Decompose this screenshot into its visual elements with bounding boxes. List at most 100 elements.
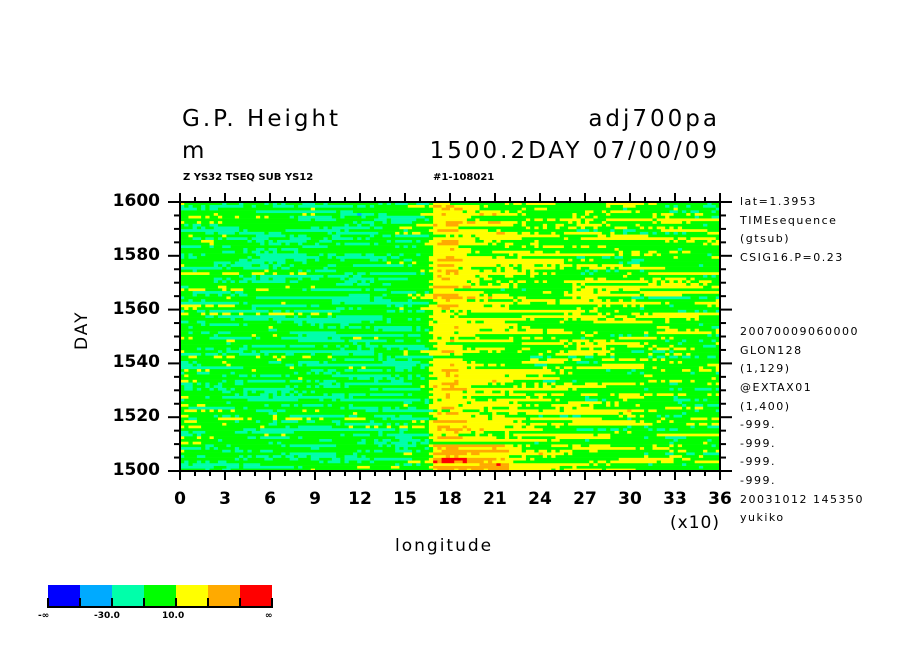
heatmap-cell xyxy=(331,398,337,402)
heatmap-cell xyxy=(589,245,598,249)
heatmap-cell xyxy=(407,293,413,297)
heatmap-cell xyxy=(213,245,223,249)
heatmap-cell xyxy=(631,368,636,372)
heatmap-cell xyxy=(357,344,362,348)
heatmap-cell xyxy=(479,462,497,466)
heatmap-cell xyxy=(416,449,421,453)
heatmap-cell xyxy=(412,419,417,423)
heatmap-cell xyxy=(454,460,463,464)
heatmap-cell xyxy=(196,306,253,310)
heatmap-cell xyxy=(471,366,476,370)
heatmap-cell xyxy=(466,427,472,431)
heatmap-cell xyxy=(428,234,447,238)
heatmap-cell xyxy=(395,422,400,426)
heatmap-cell xyxy=(547,226,556,230)
heatmap-cell xyxy=(348,414,358,418)
heatmap-cell xyxy=(247,323,299,327)
heatmap-cell xyxy=(201,331,210,335)
heatmap-cell xyxy=(298,419,307,423)
heatmap-cell xyxy=(251,306,257,310)
heatmap-cell xyxy=(572,465,577,469)
heatmap-cell xyxy=(352,403,404,407)
heatmap-cell xyxy=(412,226,434,230)
heatmap-cell xyxy=(715,355,721,359)
heatmap-cell xyxy=(348,392,366,396)
heatmap-cell xyxy=(622,411,632,415)
heatmap-cell xyxy=(357,465,371,469)
heatmap-cell xyxy=(690,204,704,208)
heatmap-cell xyxy=(247,449,253,453)
heatmap-cell xyxy=(378,231,396,235)
heatmap-cell xyxy=(694,301,721,305)
heatmap-cell xyxy=(213,263,219,267)
heatmap-cell xyxy=(180,231,206,235)
heatmap-cell xyxy=(614,255,624,259)
heatmap-cell xyxy=(264,269,269,273)
heatmap-cell xyxy=(487,204,607,208)
heatmap-cell xyxy=(180,411,269,415)
heatmap-cell xyxy=(525,202,556,205)
heatmap-cell xyxy=(336,379,375,383)
heatmap-cell xyxy=(715,449,721,453)
heatmap-cell xyxy=(458,379,493,383)
heatmap-cell xyxy=(437,263,455,267)
heatmap-cell xyxy=(686,392,708,396)
heatmap-cell xyxy=(281,263,290,267)
heatmap-cell xyxy=(251,271,265,275)
heatmap-cell xyxy=(255,349,261,353)
heatmap-cell xyxy=(462,358,531,362)
heatmap-cell xyxy=(462,395,468,399)
heatmap-cell xyxy=(547,207,624,211)
heatmap-cell xyxy=(268,247,278,251)
heatmap-cell xyxy=(230,317,236,321)
heatmap-cell xyxy=(382,360,421,364)
heatmap-cell xyxy=(428,314,451,318)
heatmap-cell xyxy=(597,228,611,232)
heatmap-cell xyxy=(344,277,350,281)
heatmap-cell xyxy=(521,314,607,318)
heatmap-cell xyxy=(694,215,700,219)
heatmap-cell xyxy=(715,204,721,208)
heatmap-cell xyxy=(542,379,556,383)
heatmap-cell xyxy=(433,409,438,413)
heatmap-cell xyxy=(644,333,649,337)
heatmap-cell xyxy=(585,212,590,216)
heatmap-cell xyxy=(260,436,290,440)
x-tick-label: 27 xyxy=(573,489,597,509)
heatmap-cell xyxy=(703,263,721,267)
heatmap-cell xyxy=(378,433,383,437)
heatmap-cell xyxy=(601,398,607,402)
heatmap-cell xyxy=(669,419,674,423)
colorbar-label-10: 10.0 xyxy=(162,611,185,621)
heatmap-cell xyxy=(390,379,404,383)
heatmap-cell xyxy=(669,446,721,450)
heatmap-cell xyxy=(525,417,531,421)
heatmap-cell xyxy=(610,228,615,232)
heatmap-cell xyxy=(644,258,721,262)
heatmap-cell xyxy=(682,226,721,230)
heatmap-cell xyxy=(196,409,202,413)
heatmap-cell xyxy=(310,368,324,372)
heatmap-cell xyxy=(433,296,438,300)
heatmap-cell xyxy=(433,452,468,456)
heatmap-cell xyxy=(593,360,598,364)
heatmap-cell xyxy=(416,444,430,448)
heatmap-cell xyxy=(521,210,586,214)
heatmap-cell xyxy=(618,261,624,265)
heatmap-cell xyxy=(656,282,662,286)
heatmap-cell xyxy=(386,425,392,429)
heatmap-cell xyxy=(255,454,269,458)
heatmap-cell xyxy=(483,212,493,216)
heatmap-cell xyxy=(568,226,577,230)
heatmap-cell xyxy=(437,223,447,227)
heatmap-cell xyxy=(677,250,683,254)
heatmap-cell xyxy=(416,253,421,257)
heatmap-cell xyxy=(361,280,366,283)
heatmap-cell xyxy=(302,409,307,413)
heatmap-cell xyxy=(475,210,480,214)
heatmap-cell xyxy=(268,215,290,219)
heatmap-cell xyxy=(450,298,468,302)
x-tick-label: 3 xyxy=(219,489,231,509)
heatmap-cell xyxy=(475,250,480,254)
heatmap-cell xyxy=(458,468,468,472)
